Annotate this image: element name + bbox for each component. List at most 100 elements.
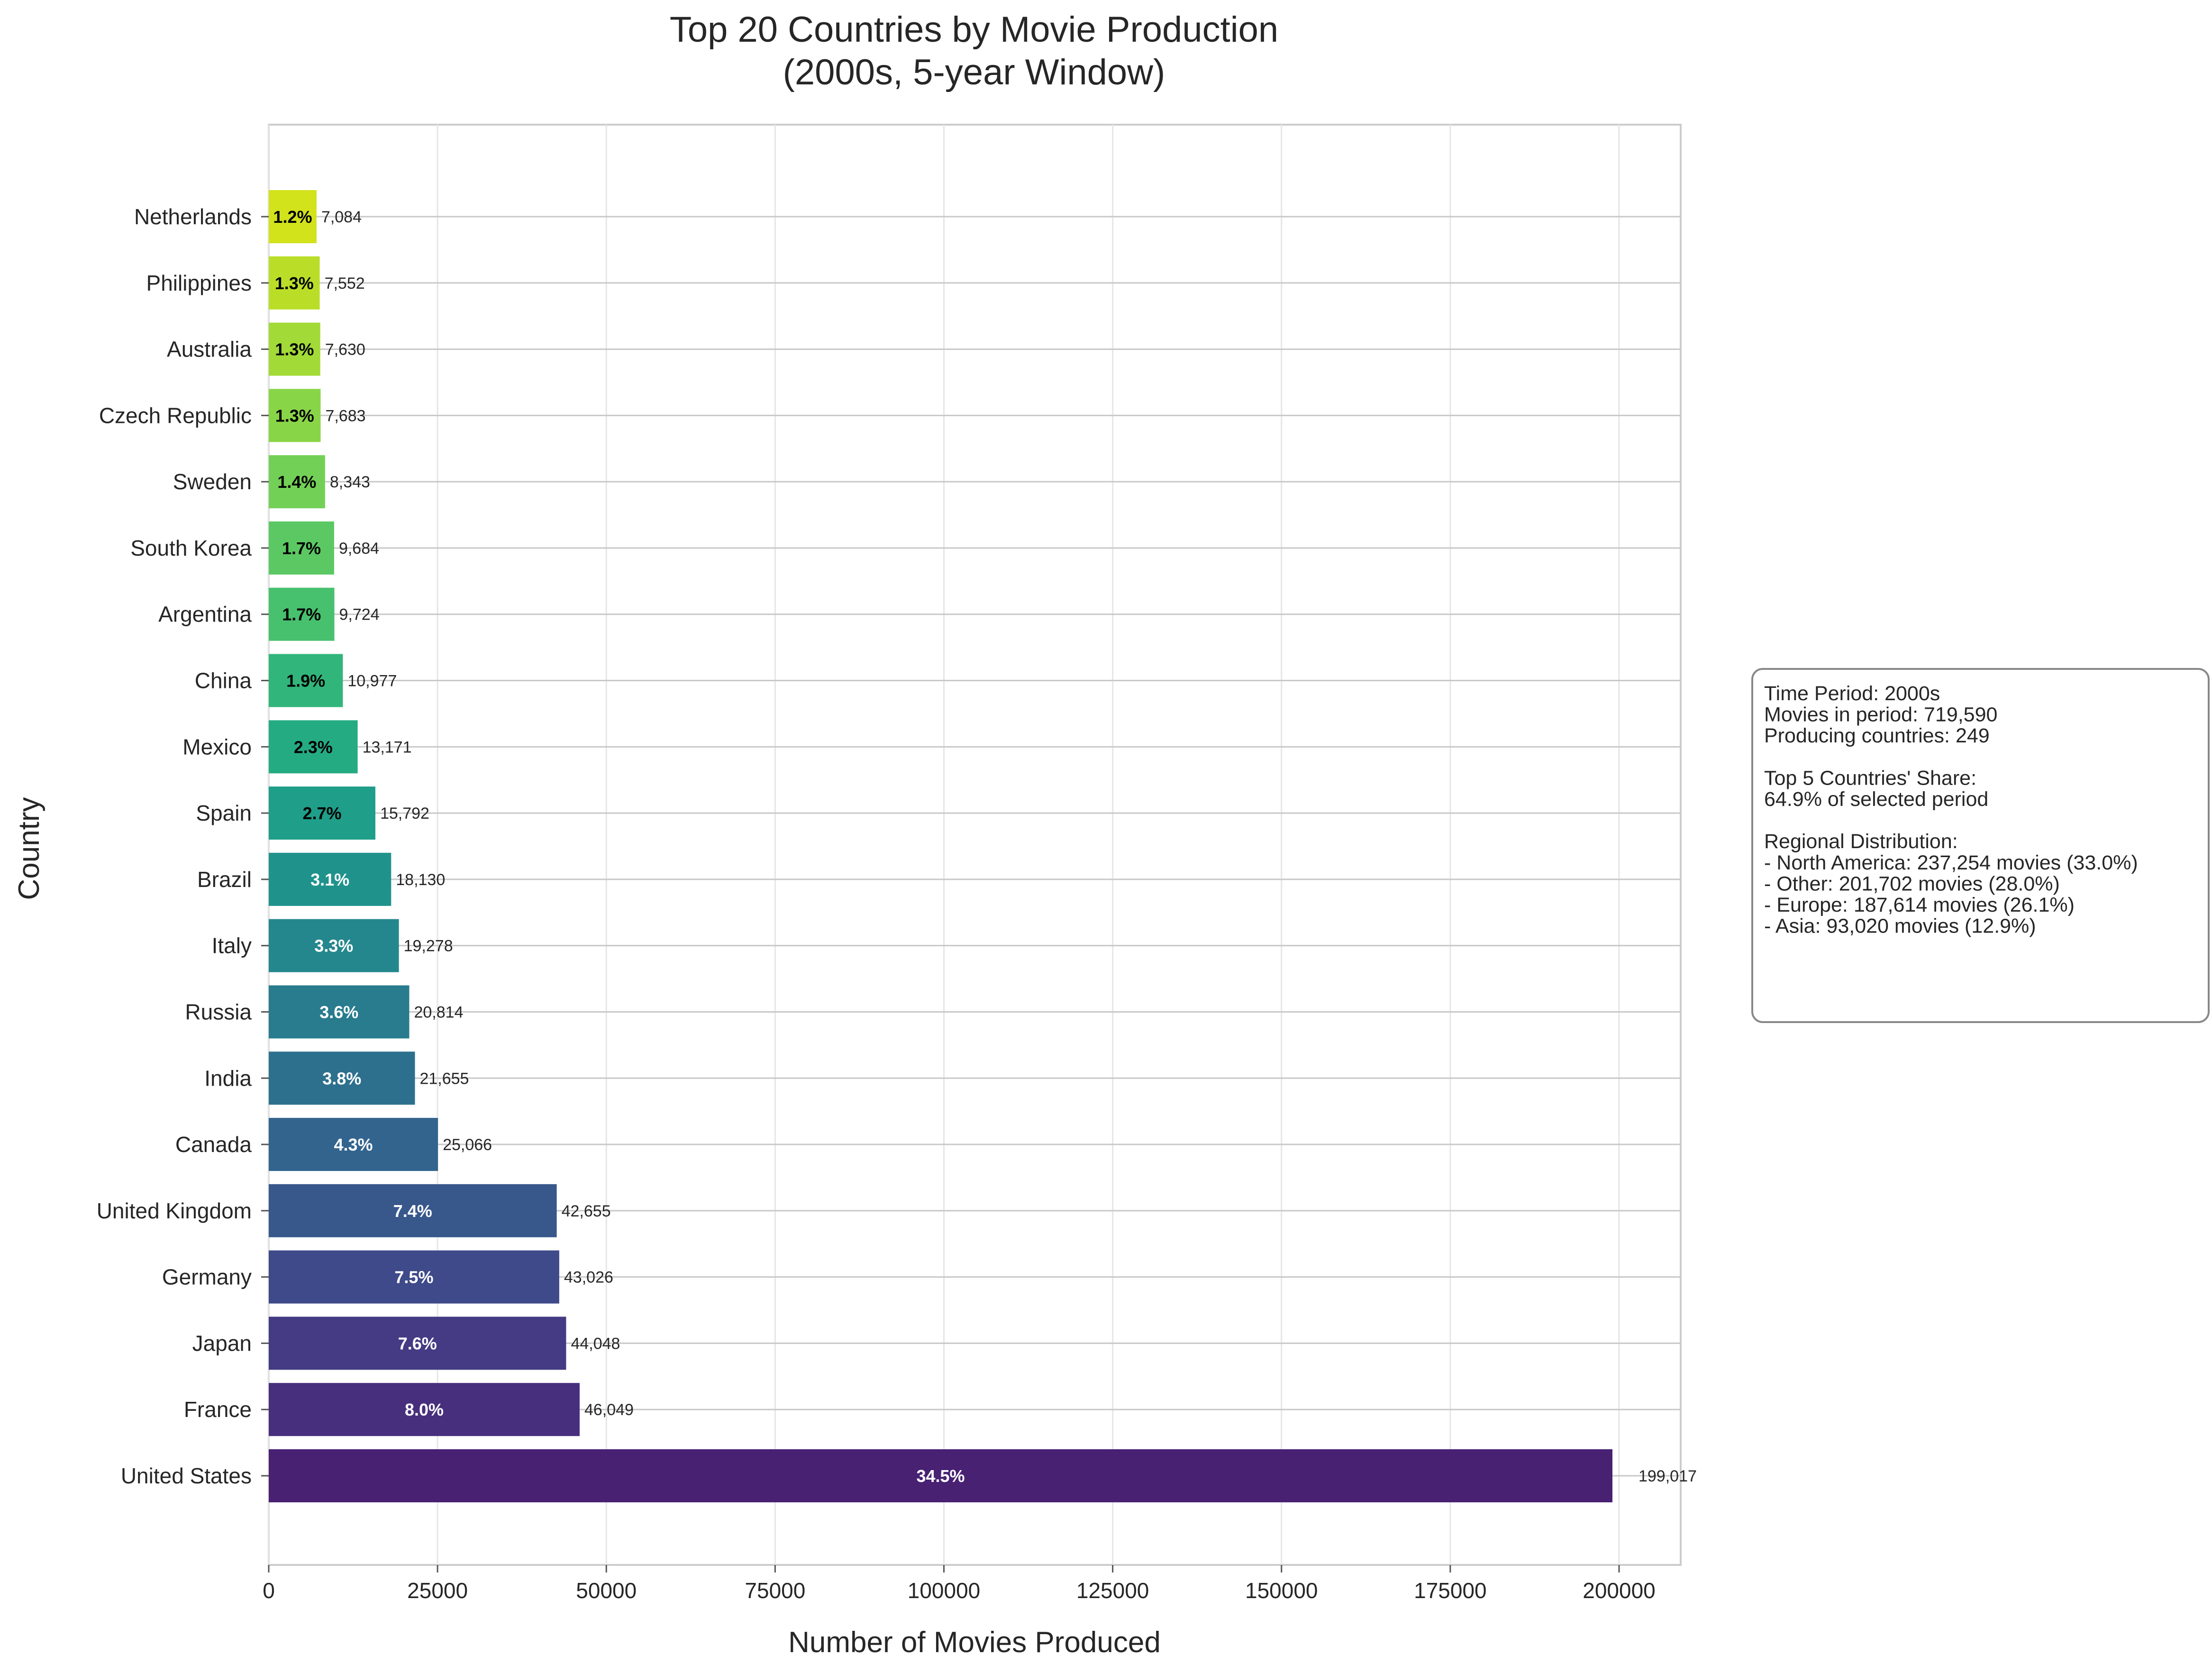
- x-tick-label: 75000: [745, 1578, 805, 1603]
- info-box-line: - Asia: 93,020 movies (12.9%): [1764, 915, 2036, 938]
- y-tick-label: China: [195, 668, 252, 693]
- x-tick-label: 0: [263, 1578, 275, 1603]
- bar-spain: [269, 786, 375, 840]
- bar-value-label: 21,655: [419, 1070, 469, 1088]
- bar-czech-republic: [269, 389, 321, 442]
- bar-percent-label: 1.4%: [277, 472, 316, 492]
- info-box-frame: [1751, 668, 2210, 1023]
- y-tick-label: Mexico: [182, 734, 252, 759]
- y-tick-label: South Korea: [130, 536, 252, 560]
- x-tick-label: 25000: [407, 1578, 468, 1603]
- bar-argentina: [269, 587, 335, 641]
- bar-percent-label: 1.3%: [275, 406, 314, 425]
- bar-percent-label: 7.4%: [393, 1201, 432, 1221]
- info-box-line: Regional Distribution:: [1764, 830, 1958, 853]
- y-tick-label: Canada: [175, 1132, 252, 1157]
- bar-sweden: [269, 455, 325, 509]
- bar-france: [269, 1383, 580, 1436]
- y-tick-label: France: [184, 1397, 252, 1422]
- bar-india: [269, 1051, 415, 1105]
- x-tick-label: 125000: [1076, 1578, 1149, 1603]
- bar-russia: [269, 985, 410, 1039]
- y-tick-label: Germany: [162, 1265, 252, 1289]
- chart-title-line-1: Top 20 Countries by Movie Production: [670, 9, 1278, 50]
- bar-value-label: 18,130: [396, 871, 445, 889]
- info-box-line: - Other: 201,702 movies (28.0%): [1764, 872, 2060, 895]
- bar-netherlands: [269, 190, 317, 243]
- bar-value-label: 15,792: [380, 805, 429, 823]
- y-tick-label: Japan: [192, 1331, 252, 1355]
- bar-percent-label: 2.3%: [294, 737, 333, 757]
- y-tick-label: Sweden: [173, 469, 252, 494]
- bar-united-states: [269, 1449, 1612, 1502]
- info-box-line: Time Period: 2000s: [1764, 682, 1940, 705]
- x-axis-ticks: 0 25000 50000 75000 100000 125000 150000 175000…: [263, 1565, 1656, 1603]
- y-tick-label: Brazil: [197, 867, 252, 892]
- bar-percent-label: 7.6%: [398, 1334, 437, 1353]
- bar-percent-label: 7.5%: [394, 1268, 433, 1287]
- bar-percent-label: 34.5%: [916, 1466, 965, 1486]
- bar-percent-label: 3.1%: [310, 870, 349, 889]
- bar-percent-label: 3.3%: [314, 936, 353, 956]
- bar-value-label: 10,977: [347, 672, 397, 690]
- bar-percent-label: 2.7%: [302, 804, 341, 823]
- bar-mexico: [269, 720, 358, 774]
- bar-united-kingdom: [269, 1184, 557, 1237]
- bar-value-label: 8,343: [330, 473, 370, 491]
- bars: 34.5% 199,017 8.0% 46,049 7.6% 44,048 7.5% 43,0…: [269, 190, 1697, 1502]
- info-box-line: - North America: 237,254 movies (33.0%): [1764, 851, 2138, 874]
- bar-value-label: 19,278: [404, 937, 453, 955]
- bar-japan: [269, 1316, 566, 1370]
- info-box-line: 64.9% of selected period: [1764, 788, 1988, 811]
- x-axis-label: Number of Movies Produced: [788, 1626, 1161, 1659]
- y-tick-label: Argentina: [158, 602, 252, 627]
- bar-percent-label: 1.2%: [273, 207, 312, 227]
- x-tick-label: 150000: [1245, 1578, 1318, 1603]
- y-tick-label: India: [204, 1066, 252, 1090]
- y-axis-label: Country: [13, 797, 46, 900]
- info-box-line: - Europe: 187,614 movies (26.1%): [1764, 894, 2075, 916]
- x-tick-label: 175000: [1414, 1578, 1487, 1603]
- bar-canada: [269, 1118, 438, 1171]
- bar-value-label: 43,026: [564, 1269, 613, 1287]
- info-box-line: Top 5 Countries' Share:: [1764, 767, 1976, 789]
- bar-percent-label: 1.3%: [275, 340, 314, 359]
- bar-china: [269, 654, 343, 707]
- bar-percent-label: 8.0%: [405, 1400, 444, 1419]
- bar-value-label: 46,049: [584, 1401, 634, 1419]
- x-tick-label: 100000: [908, 1578, 981, 1603]
- x-tick-label: 200000: [1583, 1578, 1656, 1603]
- bar-percent-label: 3.6%: [319, 1002, 358, 1022]
- bar-italy: [269, 919, 399, 972]
- bar-value-label: 42,655: [562, 1202, 611, 1220]
- bar-philippines: [269, 256, 320, 310]
- bar-value-label: 9,684: [339, 539, 379, 558]
- bar-value-label: 7,084: [321, 208, 362, 226]
- chart-title: Top 20 Countries by Movie Production (20…: [670, 9, 1278, 92]
- y-tick-label: Netherlands: [134, 204, 252, 229]
- bar-value-label: 7,552: [325, 274, 365, 293]
- info-box-line: Movies in period: 719,590: [1764, 704, 1997, 726]
- bar-value-label: 25,066: [443, 1136, 492, 1154]
- bar-value-label: 199,017: [1639, 1467, 1697, 1485]
- bar-germany: [269, 1250, 559, 1304]
- bar-percent-label: 1.9%: [286, 671, 325, 691]
- x-tick-label: 50000: [576, 1578, 637, 1603]
- y-tick-label: Spain: [196, 801, 252, 825]
- y-tick-label: Czech Republic: [99, 403, 252, 428]
- y-axis-ticks: United States France Japan Germany United Ki…: [97, 204, 269, 1488]
- bar-percent-label: 1.7%: [282, 539, 321, 558]
- chart-title-line-2: (2000s, 5-year Window): [783, 52, 1165, 92]
- bar-percent-label: 1.3%: [275, 274, 314, 293]
- bar-value-label: 20,814: [414, 1003, 463, 1021]
- bar-value-label: 13,171: [363, 738, 412, 756]
- y-tick-label: United States: [121, 1463, 252, 1488]
- y-tick-label: Philippines: [146, 271, 252, 295]
- bar-brazil: [269, 852, 391, 906]
- bar-value-label: 7,630: [325, 341, 365, 359]
- y-tick-label: Italy: [212, 933, 252, 958]
- bar-australia: [269, 322, 320, 376]
- bar-value-label: 44,048: [571, 1335, 620, 1353]
